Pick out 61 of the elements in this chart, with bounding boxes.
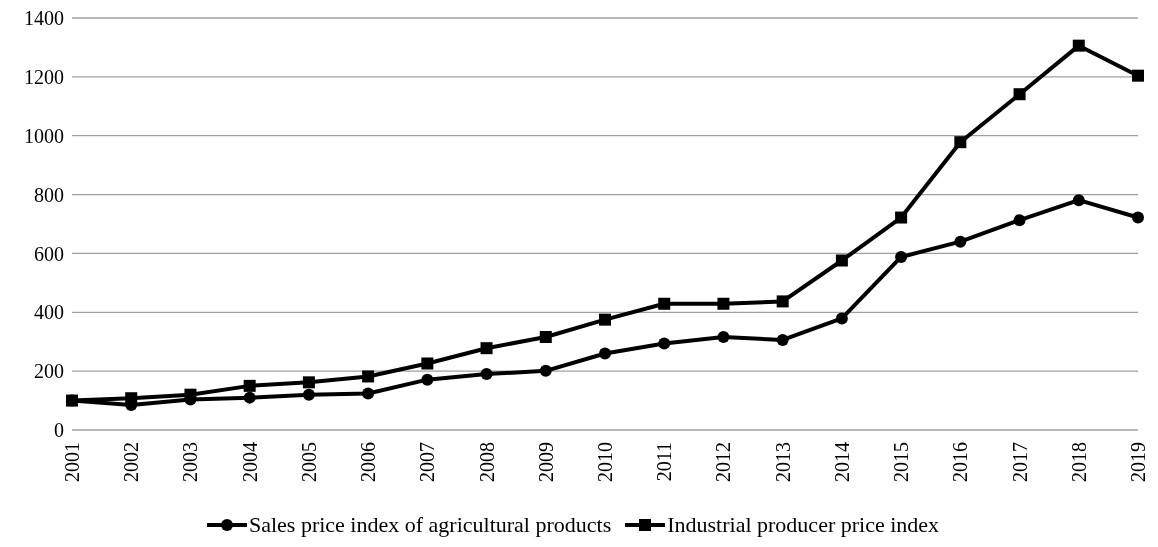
x-tick-label: 2002 xyxy=(120,442,143,482)
y-tick-label: 600 xyxy=(34,242,64,265)
point xyxy=(1013,88,1026,101)
point xyxy=(1072,194,1085,207)
legend-label: Industrial producer price index xyxy=(667,512,940,538)
x-tick-label: 2016 xyxy=(949,442,972,482)
point xyxy=(302,376,315,389)
point xyxy=(776,333,789,346)
y-tick-label: 800 xyxy=(34,183,64,206)
point xyxy=(1013,214,1026,227)
x-tick-label: 2018 xyxy=(1067,442,1090,482)
point xyxy=(658,297,671,310)
point xyxy=(954,235,967,248)
point xyxy=(599,347,611,360)
point xyxy=(599,313,611,326)
point xyxy=(658,337,671,350)
x-tick-label: 2003 xyxy=(179,442,202,482)
point xyxy=(421,373,434,386)
x-tick-label: 2019 xyxy=(1127,442,1149,482)
point xyxy=(835,312,848,325)
point xyxy=(362,387,375,400)
x-tick-label: 2001 xyxy=(61,442,83,482)
x-tick-label: 2006 xyxy=(357,442,380,482)
point xyxy=(362,370,375,383)
point xyxy=(954,136,967,149)
point xyxy=(776,295,789,308)
point xyxy=(480,368,493,381)
x-tick-label: 2009 xyxy=(534,442,557,482)
x-tick-label: 2012 xyxy=(712,442,735,482)
point xyxy=(243,379,256,392)
y-tick-label: 1200 xyxy=(24,65,64,88)
point xyxy=(895,250,908,263)
point xyxy=(835,254,848,267)
x-tick-label: 2008 xyxy=(475,442,498,482)
point xyxy=(302,388,315,401)
point xyxy=(717,331,730,344)
point xyxy=(480,342,493,355)
x-tick-label: 2014 xyxy=(830,442,853,482)
x-tick-label: 2005 xyxy=(297,442,320,482)
point xyxy=(539,364,552,377)
point xyxy=(539,331,552,344)
x-tick-label: 2004 xyxy=(238,442,261,482)
x-tick-label: 2007 xyxy=(416,442,439,482)
point xyxy=(717,297,730,310)
legend-label: Sales price index of agricultural products xyxy=(248,512,612,538)
y-tick-label: 1000 xyxy=(24,124,64,147)
y-tick-label: 200 xyxy=(34,360,64,383)
y-tick-label: 1400 xyxy=(24,7,64,30)
point xyxy=(421,357,434,370)
point xyxy=(1132,69,1144,82)
x-tick-label: 2017 xyxy=(1008,442,1031,482)
x-tick-label: 2011 xyxy=(653,442,676,482)
y-tick-label: 0 xyxy=(54,419,64,442)
x-tick-label: 2015 xyxy=(890,442,913,482)
point xyxy=(895,211,908,224)
x-tick-label: 2010 xyxy=(594,442,616,482)
point xyxy=(1072,39,1085,52)
x-tick-label: 2013 xyxy=(771,442,794,482)
point xyxy=(1132,211,1144,224)
point xyxy=(243,391,256,404)
y-tick-label: 400 xyxy=(34,301,64,324)
